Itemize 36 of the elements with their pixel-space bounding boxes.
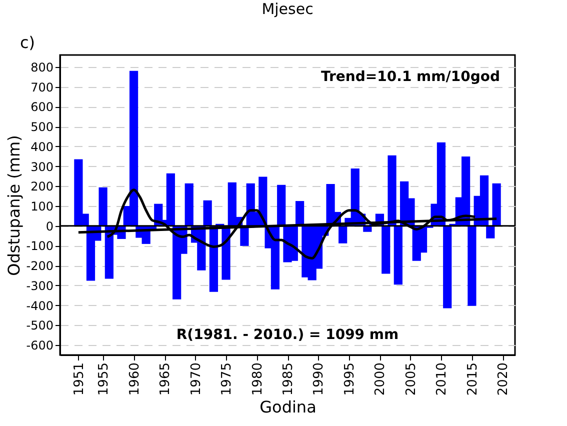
x-tick-label: 1995	[342, 362, 358, 396]
y-tick-label: -300	[26, 278, 54, 293]
y-tick-label: 200	[30, 180, 54, 194]
x-tick-label: 1965	[158, 362, 174, 396]
y-tick-label: -400	[26, 298, 54, 313]
y-tick-label: 500	[30, 120, 54, 134]
chart-title: Mjesec	[262, 0, 314, 18]
x-tick-label: 1990	[312, 362, 327, 396]
y-tick-label: -200	[26, 259, 54, 274]
y-tick-label: 400	[30, 140, 54, 154]
x-tick-label: 1985	[281, 362, 296, 396]
y-tick-label: -600	[26, 338, 54, 353]
x-tick-label: 1970	[188, 362, 204, 396]
x-tick-label: 1980	[250, 362, 266, 396]
x-tick-label: 2000	[373, 362, 388, 396]
y-tick-label: -100	[26, 239, 54, 254]
x-tick-label: 1951	[72, 362, 87, 396]
x-tick-label: 2015	[465, 362, 480, 396]
y-tick-label: 300	[30, 160, 54, 174]
x-tick-label: 2005	[404, 362, 419, 396]
y-tick-label: 100	[30, 199, 54, 214]
y-tick-label: 700	[30, 80, 54, 94]
annotation: R(1981. - 2010.) = 1099 mm	[176, 327, 399, 343]
text: c)	[20, 33, 36, 52]
y-tick-label: -500	[26, 318, 54, 333]
x-tick-label: 2020	[496, 362, 512, 396]
x-tick-label: 1955	[96, 362, 112, 396]
x-tick-label: 1975	[220, 362, 235, 396]
x-tick-label: 1960	[127, 362, 142, 396]
y-axis-title: Odstupanje (mm)	[4, 135, 24, 276]
x-tick-label: 2010	[434, 362, 450, 396]
y-tick-label: 0	[46, 219, 54, 234]
x-axis-title: Godina	[260, 398, 316, 417]
annotation: Trend=10.1 mm/10god	[321, 69, 500, 85]
y-tick-label: 600	[30, 100, 54, 114]
y-tick-label: 800	[30, 60, 54, 74]
